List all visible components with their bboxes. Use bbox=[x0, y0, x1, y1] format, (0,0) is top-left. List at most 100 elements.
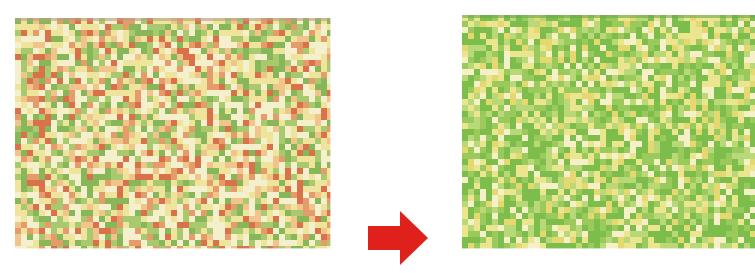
grid-cell bbox=[588, 141, 594, 147]
grid-cell bbox=[606, 213, 612, 219]
grid-cell bbox=[642, 201, 648, 207]
grid-cell bbox=[219, 132, 225, 138]
grid-cell bbox=[45, 144, 51, 150]
grid-cell bbox=[189, 42, 195, 48]
grid-cell bbox=[492, 75, 498, 81]
grid-cell bbox=[558, 141, 564, 147]
grid-cell bbox=[315, 120, 321, 126]
grid-cell bbox=[582, 213, 588, 219]
grid-cell bbox=[123, 72, 129, 78]
grid-cell bbox=[291, 114, 297, 120]
grid-cell bbox=[219, 126, 225, 132]
grid-cell bbox=[159, 198, 165, 204]
grid-cell bbox=[546, 51, 552, 57]
grid-cell bbox=[57, 216, 63, 222]
grid-cell bbox=[528, 147, 534, 153]
grid-cell bbox=[492, 141, 498, 147]
grid-cell bbox=[612, 159, 618, 165]
grid-cell bbox=[327, 24, 330, 30]
grid-cell bbox=[498, 117, 504, 123]
grid-cell bbox=[81, 156, 87, 162]
grid-cell bbox=[564, 129, 570, 135]
grid-cell bbox=[468, 69, 474, 75]
grid-cell bbox=[183, 108, 189, 114]
grid-cell bbox=[69, 108, 75, 114]
grid-cell bbox=[147, 126, 153, 132]
grid-cell bbox=[75, 228, 81, 234]
grid-cell bbox=[492, 219, 498, 225]
grid-cell bbox=[720, 183, 726, 189]
grid-cell bbox=[696, 201, 702, 207]
grid-cell bbox=[279, 126, 285, 132]
grid-cell bbox=[129, 138, 135, 144]
grid-cell bbox=[522, 207, 528, 213]
grid-cell bbox=[87, 126, 93, 132]
grid-cell bbox=[654, 69, 660, 75]
grid-cell bbox=[618, 237, 624, 243]
grid-cell bbox=[297, 204, 303, 210]
grid-cell bbox=[642, 243, 648, 248]
grid-cell bbox=[648, 243, 654, 248]
grid-cell bbox=[480, 165, 486, 171]
grid-cell bbox=[528, 57, 534, 63]
grid-cell bbox=[714, 93, 720, 99]
grid-cell bbox=[744, 219, 750, 225]
grid-cell bbox=[492, 213, 498, 219]
grid-cell bbox=[732, 75, 738, 81]
grid-cell bbox=[75, 234, 81, 240]
grid-cell bbox=[630, 93, 636, 99]
grid-cell bbox=[33, 36, 39, 42]
grid-cell bbox=[624, 237, 630, 243]
grid-cell bbox=[558, 213, 564, 219]
grid-cell bbox=[321, 174, 327, 180]
grid-cell bbox=[690, 195, 696, 201]
grid-cell bbox=[528, 195, 534, 201]
grid-cell bbox=[648, 111, 654, 117]
grid-cell bbox=[183, 90, 189, 96]
grid-cell bbox=[558, 33, 564, 39]
grid-cell bbox=[564, 87, 570, 93]
grid-cell bbox=[648, 207, 654, 213]
grid-cell bbox=[327, 78, 330, 84]
grid-cell bbox=[510, 231, 516, 237]
grid-cell bbox=[177, 246, 183, 248]
grid-cell bbox=[630, 81, 636, 87]
grid-cell bbox=[504, 231, 510, 237]
grid-cell bbox=[219, 144, 225, 150]
grid-cell bbox=[516, 129, 522, 135]
grid-cell bbox=[231, 210, 237, 216]
grid-cell bbox=[672, 171, 678, 177]
grid-cell bbox=[618, 21, 624, 27]
grid-cell bbox=[492, 87, 498, 93]
grid-cell bbox=[600, 177, 606, 183]
grid-cell bbox=[666, 39, 672, 45]
grid-cell bbox=[702, 123, 708, 129]
grid-cell bbox=[684, 87, 690, 93]
grid-cell bbox=[534, 213, 540, 219]
grid-cell bbox=[678, 99, 684, 105]
grid-cell bbox=[129, 78, 135, 84]
grid-cell bbox=[666, 225, 672, 231]
grid-cell bbox=[33, 204, 39, 210]
grid-cell bbox=[111, 72, 117, 78]
grid-cell bbox=[564, 93, 570, 99]
grid-cell bbox=[297, 174, 303, 180]
grid-cell bbox=[630, 225, 636, 231]
grid-cell bbox=[702, 51, 708, 57]
grid-cell bbox=[684, 183, 690, 189]
grid-cell bbox=[201, 240, 207, 246]
grid-cell bbox=[684, 231, 690, 237]
grid-cell bbox=[636, 189, 642, 195]
grid-cell bbox=[576, 213, 582, 219]
grid-cell bbox=[468, 129, 474, 135]
grid-cell bbox=[33, 132, 39, 138]
grid-cell bbox=[678, 57, 684, 63]
grid-cell bbox=[696, 237, 702, 243]
grid-cell bbox=[708, 21, 714, 27]
grid-cell bbox=[237, 126, 243, 132]
grid-cell bbox=[606, 183, 612, 189]
grid-cell bbox=[219, 222, 225, 228]
grid-cell bbox=[261, 114, 267, 120]
grid-cell bbox=[99, 24, 105, 30]
grid-cell bbox=[51, 150, 57, 156]
